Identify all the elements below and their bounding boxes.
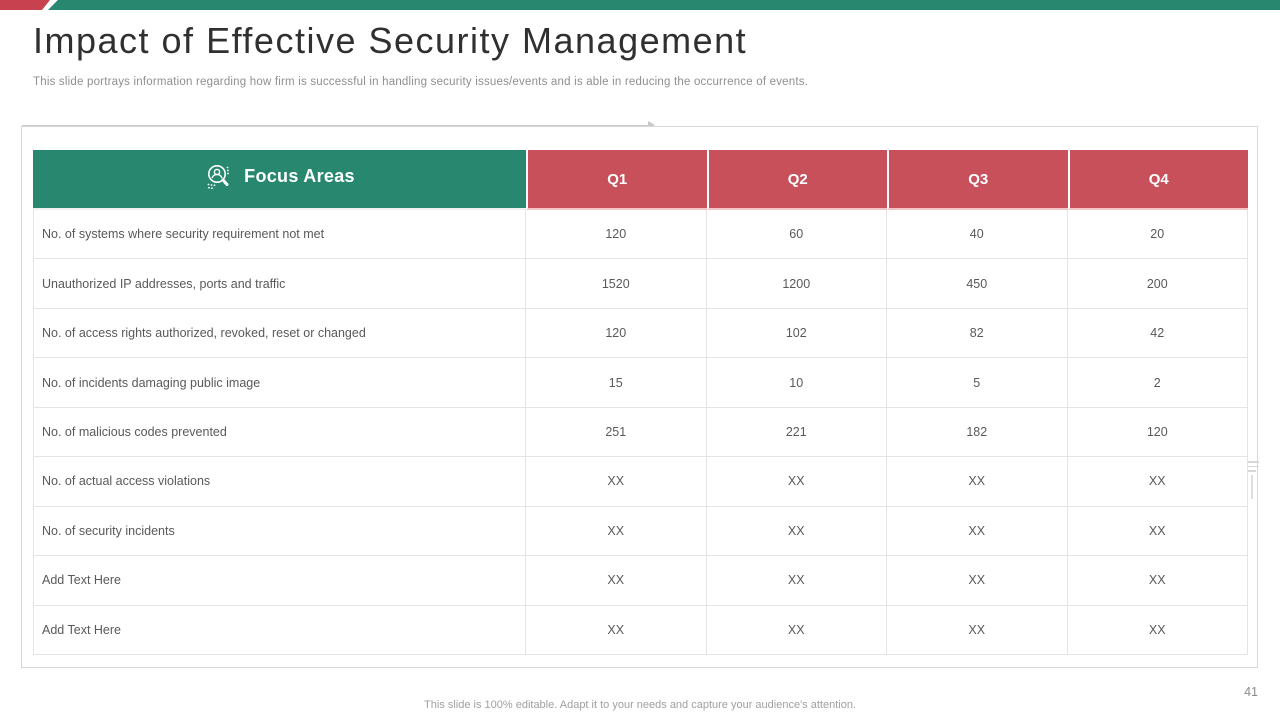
table-header-row: Focus Areas Q1 Q2 Q3 Q4 <box>33 150 1248 210</box>
header-q2[interactable]: Q2 <box>706 150 887 210</box>
table-row: No. of actual access violations XX XX XX XX <box>33 457 1248 507</box>
row-value-q4[interactable]: 20 <box>1067 210 1248 260</box>
red-accent-shape <box>0 0 50 10</box>
focus-areas-label: Focus Areas <box>244 166 355 186</box>
row-value-q3[interactable]: 182 <box>887 407 1068 458</box>
row-label[interactable]: No. of security incidents <box>33 506 526 557</box>
row-value-q4[interactable]: XX <box>1067 506 1248 557</box>
row-value-q2[interactable]: XX <box>706 605 887 655</box>
header-q4[interactable]: Q4 <box>1067 150 1248 210</box>
row-label[interactable]: No. of systems where security requiremen… <box>33 210 526 260</box>
row-value-q1[interactable]: 120 <box>526 210 707 260</box>
row-value-q3[interactable]: XX <box>887 605 1068 655</box>
row-value-q1[interactable]: 15 <box>526 358 707 408</box>
table-row: Add Text Here XX XX XX XX <box>33 556 1248 606</box>
table-row: No. of incidents damaging public image 15… <box>33 358 1248 408</box>
row-value-q2[interactable]: 60 <box>706 210 887 260</box>
row-value-q2[interactable]: 1200 <box>706 259 887 309</box>
row-value-q3[interactable]: 82 <box>887 308 1068 359</box>
row-value-q3[interactable]: XX <box>887 506 1068 557</box>
row-value-q3[interactable]: 5 <box>887 358 1068 408</box>
row-label[interactable]: Unauthorized IP addresses, ports and tra… <box>33 259 526 309</box>
user-search-icon <box>204 162 234 192</box>
row-value-q2[interactable]: XX <box>706 556 887 606</box>
row-value-q1[interactable]: 251 <box>526 407 707 458</box>
row-value-q1[interactable]: XX <box>526 506 707 557</box>
row-value-q2[interactable]: XX <box>706 457 887 507</box>
header-q1[interactable]: Q1 <box>526 150 707 210</box>
header-q3[interactable]: Q3 <box>887 150 1068 210</box>
row-value-q2[interactable]: XX <box>706 506 887 557</box>
row-value-q4[interactable]: 120 <box>1067 407 1248 458</box>
resize-handle-icon[interactable] <box>1244 461 1260 501</box>
row-label[interactable]: Add Text Here <box>33 556 526 606</box>
row-value-q2[interactable]: 102 <box>706 308 887 359</box>
connector-arrow-icon <box>648 121 655 129</box>
impact-table: Focus Areas Q1 Q2 Q3 Q4 No. of systems w… <box>33 150 1248 655</box>
row-value-q1[interactable]: XX <box>526 556 707 606</box>
row-value-q4[interactable]: 200 <box>1067 259 1248 309</box>
row-value-q1[interactable]: 120 <box>526 308 707 359</box>
table-row: No. of security incidents XX XX XX XX <box>33 506 1248 557</box>
row-value-q4[interactable]: XX <box>1067 605 1248 655</box>
connector-line <box>22 125 650 126</box>
row-label[interactable]: No. of malicious codes prevented <box>33 407 526 458</box>
page-number: 41 <box>1244 685 1258 699</box>
row-value-q4[interactable]: 42 <box>1067 308 1248 359</box>
row-label[interactable]: Add Text Here <box>33 605 526 655</box>
row-value-q1[interactable]: XX <box>526 605 707 655</box>
page-title: Impact of Effective Security Management <box>33 20 748 61</box>
row-value-q1[interactable]: XX <box>526 457 707 507</box>
row-value-q3[interactable]: 40 <box>887 210 1068 260</box>
table-row: No. of malicious codes prevented 251 221 18… <box>33 407 1248 458</box>
table-body: No. of systems where security requiremen… <box>33 210 1248 655</box>
row-value-q4[interactable]: XX <box>1067 457 1248 507</box>
row-label[interactable]: No. of actual access violations <box>33 457 526 507</box>
row-value-q2[interactable]: 10 <box>706 358 887 408</box>
row-value-q2[interactable]: 221 <box>706 407 887 458</box>
table-row: No. of systems where security requiremen… <box>33 210 1248 260</box>
table-row: Unauthorized IP addresses, ports and tra… <box>33 259 1248 309</box>
row-value-q3[interactable]: 450 <box>887 259 1068 309</box>
row-label[interactable]: No. of incidents damaging public image <box>33 358 526 408</box>
row-label[interactable]: No. of access rights authorized, revoked… <box>33 308 526 359</box>
top-accent-bar <box>0 0 1280 10</box>
slide-subtitle: This slide portrays information regardin… <box>33 76 809 88</box>
row-value-q3[interactable]: XX <box>887 556 1068 606</box>
row-value-q4[interactable]: 2 <box>1067 358 1248 408</box>
row-value-q1[interactable]: 1520 <box>526 259 707 309</box>
footer-note: This slide is 100% editable. Adapt it to… <box>424 699 856 711</box>
table-row: No. of access rights authorized, revoked… <box>33 308 1248 359</box>
table-row: Add Text Here XX XX XX XX <box>33 605 1248 655</box>
row-value-q3[interactable]: XX <box>887 457 1068 507</box>
focus-areas-header[interactable]: Focus Areas <box>33 150 526 210</box>
green-accent-bar <box>48 0 1280 10</box>
row-value-q4[interactable]: XX <box>1067 556 1248 606</box>
